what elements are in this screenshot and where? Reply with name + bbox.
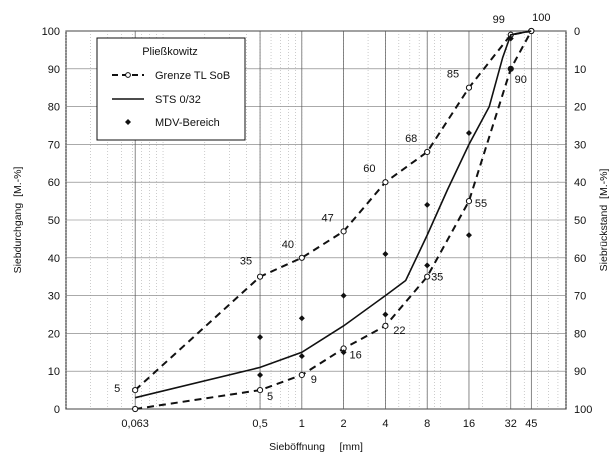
y-tick-label: 80: [48, 102, 60, 114]
mdv-point: [507, 65, 514, 72]
mdv-point: [465, 232, 472, 239]
grenze-value-label: 55: [475, 198, 487, 210]
grenze-value-label: 9: [311, 374, 317, 386]
y2-tick-label: 50: [574, 215, 586, 227]
axes: 0102030405060708090100100908070605040302…: [42, 26, 593, 430]
grenze-value-label: 5: [267, 391, 273, 403]
grenze-value-label: 85: [447, 69, 459, 81]
mdv-point: [340, 349, 347, 356]
y2-tick-label: 0: [574, 26, 580, 38]
grenze-marker: [382, 322, 389, 329]
legend: Pließkowitz Grenze TL SoB STS 0/32 MDV-B…: [96, 37, 246, 141]
mdv-point: [507, 35, 514, 42]
y2-tick-label: 40: [574, 177, 586, 189]
y-tick-label: 40: [48, 253, 60, 265]
series-layer: [132, 27, 535, 413]
grenze-value-label: 60: [363, 163, 375, 175]
x-tick-label: 16: [463, 418, 475, 430]
mdv-point: [424, 201, 431, 208]
grenze-marker: [382, 179, 389, 186]
y-tick-label: 90: [48, 64, 60, 76]
grenze-marker: [340, 228, 347, 235]
y2-tick-label: 90: [574, 366, 586, 378]
grenze-value-label: 100: [532, 12, 550, 24]
legend-title: Pließkowitz: [142, 46, 198, 58]
x-tick-label: 0,063: [121, 418, 149, 430]
y-tick-label: 20: [48, 328, 60, 340]
y-tick-label: 50: [48, 215, 60, 227]
grenze-value-label: 47: [321, 212, 333, 224]
mdv-point: [382, 311, 389, 318]
y2-tick-label: 80: [574, 328, 586, 340]
data-labels: 5 35 40 47 60 68 85 99 100 5 9 16 22 35 55 90: [114, 12, 550, 403]
y2-tick-label: 100: [574, 404, 592, 416]
y-tick-label: 70: [48, 139, 60, 151]
y-tick-label: 30: [48, 291, 60, 303]
y-tick-label: 10: [48, 366, 60, 378]
x-tick-label: 0,5: [252, 418, 267, 430]
grenze-value-label: 68: [405, 133, 417, 145]
mdv-point: [298, 315, 305, 322]
mdv-point: [424, 262, 431, 269]
grenze-value-label: 22: [393, 325, 405, 337]
grenze-marker: [256, 273, 264, 280]
y2-tick-label: 10: [574, 64, 586, 76]
mdv-point: [298, 353, 305, 360]
y-tick-label: 0: [54, 404, 60, 416]
y2-tick-label: 70: [574, 291, 586, 303]
y2-tick-label: 20: [574, 102, 586, 114]
x-tick-label: 32: [505, 418, 517, 430]
mdv-point: [257, 334, 264, 341]
mdv-point: [382, 251, 389, 258]
y2-tick-label: 30: [574, 139, 586, 151]
grenze-marker: [424, 148, 431, 156]
grenze-marker: [132, 405, 139, 413]
grenze-marker: [465, 198, 473, 205]
legend-label-mdv: MDV-Bereich: [155, 117, 220, 129]
grenze-marker: [424, 273, 431, 280]
x-tick-label: 2: [341, 418, 347, 430]
legend-label-sts: STS 0/32: [155, 94, 201, 106]
legend-marker-mdv: [125, 119, 131, 125]
legend-marker-grenze: [125, 72, 131, 78]
x-tick-label: 8: [424, 418, 430, 430]
legend-box: [96, 37, 246, 141]
grenze-value-label: 35: [240, 256, 252, 268]
sts-curve: [134, 30, 532, 399]
grenze-marker: [465, 84, 473, 91]
grenze-value-label: 40: [282, 239, 294, 251]
grenze-value-label: 16: [349, 350, 361, 362]
x-axis-title: Sieböffnung [mm]: [269, 441, 363, 453]
grenze-value-label: 99: [493, 14, 505, 26]
grenze-marker: [256, 387, 264, 394]
grenze-marker: [298, 371, 305, 379]
mdv-point: [340, 292, 347, 299]
x-tick-label: 1: [299, 418, 305, 430]
mdv-point: [465, 130, 472, 137]
x-tick-label: 4: [382, 418, 388, 430]
y-tick-label: 100: [42, 26, 60, 38]
grenze-value-label: 90: [515, 74, 527, 86]
y-axis-title: Siebdurchgang [M.-%]: [12, 167, 24, 274]
grenze-marker: [132, 387, 139, 394]
grenze-value-label: 35: [431, 272, 443, 284]
mdv-point: [257, 371, 264, 378]
grenze-value-label: 5: [114, 383, 120, 395]
grenze-marker: [298, 254, 305, 261]
y2-axis-title: Siebrückstand [M.-%]: [598, 169, 610, 272]
legend-label-grenze: Grenze TL SoB: [155, 70, 230, 82]
x-tick-label: 45: [525, 418, 537, 430]
y2-tick-label: 60: [574, 253, 586, 265]
y-tick-label: 60: [48, 177, 60, 189]
